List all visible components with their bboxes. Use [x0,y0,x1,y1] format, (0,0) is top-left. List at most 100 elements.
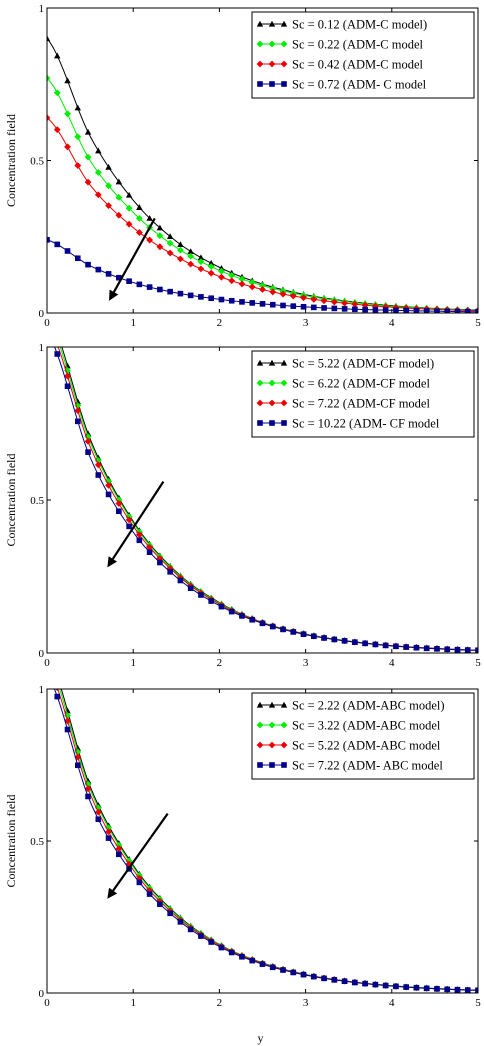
data-point [54,678,61,685]
data-point [156,224,164,231]
legend-marker [280,379,288,387]
data-point [74,104,81,111]
data-point [464,647,471,653]
data-point [228,949,235,956]
data-point [116,851,122,858]
data-point [413,644,420,651]
data-point [64,707,71,714]
data-point [94,808,102,816]
data-point [269,288,277,296]
data-point [166,249,174,257]
data-point [85,449,91,455]
x-tick-label: 1 [130,657,136,669]
data-point [280,967,286,973]
data-point [382,307,389,313]
data-point [125,204,133,212]
legend-marker [280,721,288,729]
data-point [53,126,61,134]
legend-item: Sc = 0.22 (ADM-C model [256,38,424,52]
data-point [475,308,478,313]
data-point [259,301,266,307]
data-point [94,461,102,469]
data-point [434,646,440,652]
data-point [321,305,327,311]
data-point [228,271,236,279]
data-point [259,282,266,289]
data-point [372,307,379,313]
data-point [167,569,173,575]
data-point [47,35,51,42]
data-point [156,243,164,251]
data-point [135,214,143,222]
data-point [157,286,163,293]
data-point [207,259,215,266]
data-point [85,261,91,268]
legend-label: Sc = 0.22 (ADM-C model [292,38,424,52]
legend-label: Sc = 10.22 (ADM- CF model [292,417,440,431]
data-point [362,980,368,987]
data-point [290,969,297,976]
chart-panel-1: 0 1 2 3 4 5 0 0.5 1 Concentration field Sc = 0.12 … [4,3,481,329]
data-point [249,616,256,623]
data-point [444,646,451,653]
legend-label: Sc = 2.22 (ADM-ABC model) [292,699,445,713]
data-point [341,978,348,985]
series-4 [47,237,478,313]
data-point [105,828,112,836]
data-point [84,785,92,793]
data-point [218,273,225,281]
y-axis-label: Concentration field [4,795,18,888]
data-point [239,953,245,960]
data-point [115,194,123,201]
legend-item: Sc = 2.22 (ADM-ABC model) [256,699,445,713]
data-point [156,232,164,240]
data-point [362,306,368,313]
data-point [269,301,276,308]
data-point [157,559,163,566]
data-point [84,128,92,135]
legend-marker [256,359,264,366]
data-point [115,500,123,507]
legend-item: Sc = 7.22 (ADM-CF model [256,397,430,411]
legend-label: Sc = 0.72 (ADM- C model [292,78,427,92]
data-point [146,544,154,551]
data-point [228,277,236,285]
data-point [423,308,430,313]
data-point [279,290,287,298]
legend-marker [268,379,276,387]
legend-item: Sc = 5.22 (ADM-ABC model [256,739,441,753]
legend-marker [269,420,275,426]
data-point [352,979,358,986]
data-point [105,481,112,489]
data-point [115,211,123,219]
data-point [136,281,143,288]
data-point [74,748,82,756]
data-point [372,981,379,988]
data-point [115,841,123,849]
chart-panel-2: 0 1 2 3 4 5 0 0.5 1 Concentration field Sc = 5.22 … [4,342,481,669]
data-point [311,304,317,311]
x-tick-label: 2 [217,997,223,1009]
data-point [136,879,143,886]
data-point [208,939,214,945]
x-tick-label: 0 [44,657,50,669]
data-point [331,977,338,983]
arrow-head [107,556,117,568]
data-point [116,274,122,281]
data-point [280,302,286,309]
data-point [259,620,266,627]
data-point [320,297,328,305]
data-point [64,110,71,118]
legend-marker [280,399,288,407]
data-point [135,531,143,539]
data-point [157,901,163,908]
data-point [167,910,173,917]
data-point [187,585,194,592]
legend-marker [256,379,264,387]
data-point [239,299,245,305]
legend-marker [280,359,288,366]
data-point [331,636,338,643]
y-tick-label: 1 [39,342,45,354]
data-point [74,762,81,769]
